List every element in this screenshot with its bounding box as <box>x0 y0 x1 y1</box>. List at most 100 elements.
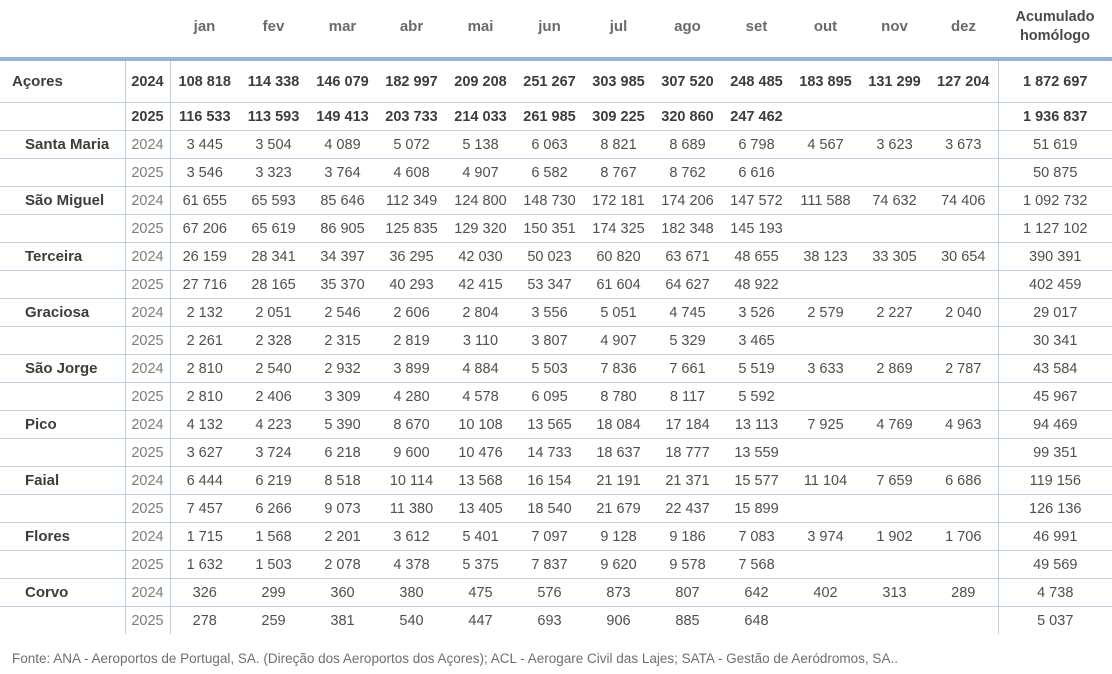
value-cell-jan: 2 810 <box>170 382 239 411</box>
value-cell-jan: 2 132 <box>170 298 239 327</box>
table-row-santa-maria-2025: 2025 3 546 3 323 3 764 4 608 4 907 6 582 8 767 8… <box>0 158 1112 187</box>
value-cell-jul: 172 181 <box>584 186 653 215</box>
value-cell-dez <box>929 158 998 187</box>
row-label-empty <box>0 607 125 635</box>
value-cell-mai: 5 375 <box>446 550 515 579</box>
value-cell-out <box>791 326 860 355</box>
value-cell-jan: 1 632 <box>170 550 239 579</box>
value-cell-nov <box>860 607 929 635</box>
table-row-corvo-2024: Corvo 2024 326 299 360 380 475 576 873 807 642 402 3… <box>0 578 1112 607</box>
value-cell-jan: 1 715 <box>170 522 239 551</box>
value-cell-jan: 4 132 <box>170 410 239 439</box>
year-cell: 2024 <box>124 522 171 551</box>
table-row-são-miguel-2024: São Miguel 2024 61 655 65 593 85 646 112 349 1… <box>0 186 1112 215</box>
table-row-são-jorge-2025: 2025 2 810 2 406 3 309 4 280 4 578 6 095 8 780 8… <box>0 382 1112 411</box>
value-cell-abr: 3 612 <box>377 522 446 551</box>
value-cell-nov: 313 <box>860 578 929 607</box>
month-header-nov: nov <box>860 0 929 61</box>
month-header-set: set <box>722 0 791 61</box>
month-header-mar: mar <box>308 0 377 61</box>
value-cell-jul: 873 <box>584 578 653 607</box>
value-cell-jun: 18 540 <box>515 494 584 523</box>
table-row-faial-2025: 2025 7 457 6 266 9 073 11 380 13 405 18 540 21 … <box>0 494 1112 523</box>
year-cell: 2025 <box>124 382 171 411</box>
value-cell-dez <box>929 607 998 635</box>
value-cell-dez: 6 686 <box>929 466 998 495</box>
value-cell-fev: 6 266 <box>239 494 308 523</box>
row-label-empty <box>0 382 125 411</box>
value-cell-jun: 693 <box>537 612 562 629</box>
value-cell-jun: 3 807 <box>515 326 584 355</box>
month-header-abr: abr <box>377 0 446 61</box>
table-row-açores-2025: 2025 116 533 113 593 149 413 203 733 214 033 2… <box>0 102 1112 131</box>
value-cell-mai: 13 568 <box>446 466 515 495</box>
value-cell-dez: 127 204 <box>929 59 998 103</box>
label-column-header <box>0 0 125 61</box>
row-label-empty <box>0 494 125 523</box>
row-label-empty <box>0 550 125 579</box>
value-cell-jun: 576 <box>515 578 584 607</box>
value-cell-ago: 18 777 <box>653 438 722 467</box>
value-cell-mai: 10 476 <box>446 438 515 467</box>
value-cell-jun: 251 267 <box>515 59 584 103</box>
value-cell-out <box>791 158 860 187</box>
value-cell-jun: 13 565 <box>515 410 584 439</box>
value-cell-nov <box>860 326 929 355</box>
value-cell-set: 7 083 <box>722 522 791 551</box>
value-cell-fev: 28 341 <box>239 242 308 271</box>
value-cell-ago: 885 <box>675 612 700 629</box>
year-cell: 2025 <box>124 606 171 634</box>
acumulado-cell: 49 569 <box>997 550 1112 579</box>
value-cell-ago: 807 <box>653 578 722 607</box>
year-cell: 2025 <box>124 270 171 299</box>
value-cell-out: 183 895 <box>791 59 860 103</box>
value-cell-nov <box>860 102 929 131</box>
value-cell-ago: 9 186 <box>653 522 722 551</box>
acumulado-column-header: Acumulado homólogo <box>998 0 1112 61</box>
value-cell-mar: 86 905 <box>308 214 377 243</box>
value-cell-jul: 309 225 <box>584 102 653 131</box>
value-cell-mai: 129 320 <box>446 214 515 243</box>
table-row-santa-maria-2024: Santa Maria 2024 3 445 3 504 4 089 5 072 5 138… <box>0 130 1112 159</box>
acumulado-cell: 29 017 <box>997 298 1112 327</box>
acumulado-cell: 51 619 <box>997 130 1112 159</box>
value-cell-mar: 2 078 <box>308 550 377 579</box>
value-cell-dez <box>929 382 998 411</box>
value-cell-mar: 6 218 <box>308 438 377 467</box>
row-label: Açores <box>0 59 125 103</box>
value-cell-jun: 53 347 <box>515 270 584 299</box>
value-cell-jul: 8 767 <box>584 158 653 187</box>
year-cell: 2024 <box>124 186 171 215</box>
value-cell-jan: 3 445 <box>170 130 239 159</box>
value-cell-fev: 28 165 <box>239 270 308 299</box>
value-cell-jul: 61 604 <box>584 270 653 299</box>
value-cell-mar: 2 201 <box>308 522 377 551</box>
value-cell-nov <box>860 438 929 467</box>
value-cell-ago: 307 520 <box>653 59 722 103</box>
value-cell-jul: 21 191 <box>584 466 653 495</box>
value-cell-set: 5 519 <box>722 354 791 383</box>
value-cell-out <box>791 438 860 467</box>
table-row-açores-2024: Açores 2024 108 818 114 338 146 079 182 997 20… <box>0 59 1112 103</box>
value-cell-set: 5 592 <box>722 382 791 411</box>
value-cell-ago: 21 371 <box>653 466 722 495</box>
value-cell-set: 6 798 <box>722 130 791 159</box>
value-cell-ago: 17 184 <box>653 410 722 439</box>
value-cell-jul: 9 620 <box>584 550 653 579</box>
value-cell-fev: 6 219 <box>239 466 308 495</box>
value-cell-mai: 5 401 <box>446 522 515 551</box>
value-cell-mai: 13 405 <box>446 494 515 523</box>
value-cell-fev: 65 619 <box>239 214 308 243</box>
value-cell-ago: 182 348 <box>653 214 722 243</box>
table-row-terceira-2024: Terceira 2024 26 159 28 341 34 397 36 295 42 0… <box>0 242 1112 271</box>
value-cell-nov: 131 299 <box>860 59 929 103</box>
value-cell-out: 2 579 <box>791 298 860 327</box>
row-label: Graciosa <box>0 298 125 327</box>
row-label: Terceira <box>0 242 125 271</box>
value-cell-jun: 6 582 <box>515 158 584 187</box>
row-label: Faial <box>0 466 125 495</box>
value-cell-ago: 8 689 <box>653 130 722 159</box>
value-cell-set: 13 113 <box>722 410 791 439</box>
value-cell-jul: 9 128 <box>584 522 653 551</box>
value-cell-mai: 2 804 <box>446 298 515 327</box>
